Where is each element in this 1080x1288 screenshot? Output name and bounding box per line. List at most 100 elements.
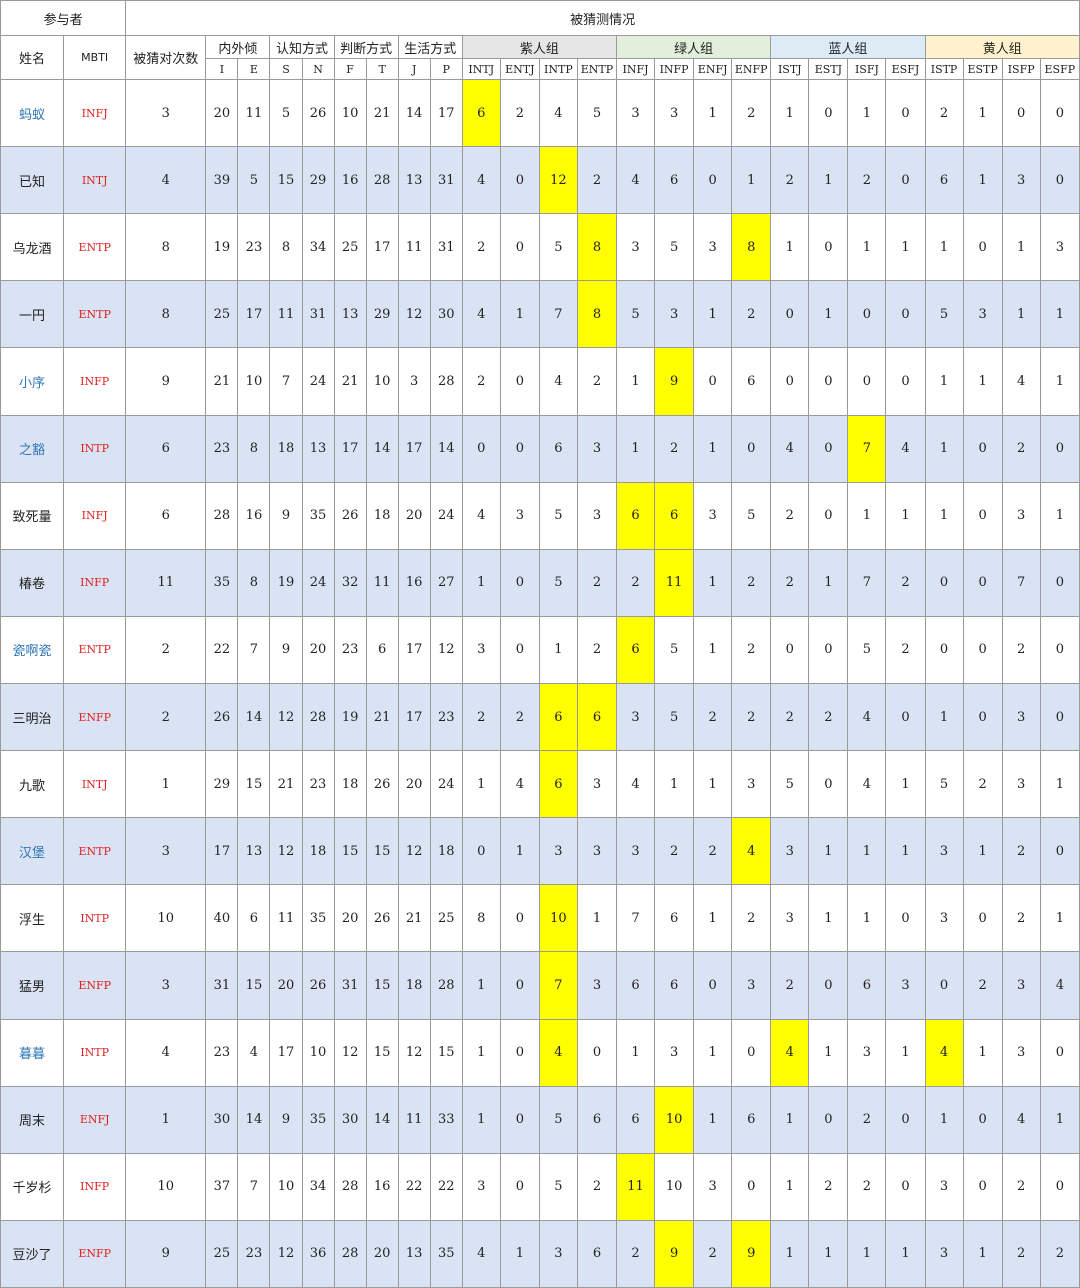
dimension-header: 生活方式 bbox=[397, 35, 463, 59]
dimension-count-cell: 18 bbox=[365, 481, 399, 550]
dimension-count-cell: 23 bbox=[237, 1219, 271, 1288]
type-count-cell: 3 bbox=[654, 280, 695, 349]
type-count-cell: 5 bbox=[654, 682, 695, 752]
type-count-cell: 2 bbox=[847, 1152, 887, 1221]
dimension-count-cell: 23 bbox=[205, 414, 239, 483]
dimension-count-cell: 17 bbox=[397, 414, 431, 483]
dimension-letter-header: I bbox=[205, 58, 239, 80]
dimension-count-cell: 12 bbox=[397, 280, 431, 349]
type-count-cell: 0 bbox=[808, 615, 849, 684]
participant-mbti: ENFP bbox=[63, 1219, 127, 1288]
type-count-cell: 1 bbox=[770, 213, 810, 282]
dimension-count-cell: 25 bbox=[205, 1219, 239, 1288]
type-count-cell: 3 bbox=[1001, 146, 1041, 215]
type-count-cell: 7 bbox=[1001, 548, 1041, 617]
participant-name: 千岁杉 bbox=[0, 1152, 65, 1221]
type-count-cell: 4 bbox=[615, 750, 656, 819]
type-count-cell: 3 bbox=[576, 481, 618, 550]
type-count-cell: 1 bbox=[499, 817, 540, 886]
type-count-cell: 0 bbox=[847, 280, 887, 349]
highlighted-type-count-cell: 6 bbox=[615, 615, 656, 684]
type-count-cell: 3 bbox=[770, 884, 810, 953]
type-count-cell: 1 bbox=[924, 347, 964, 416]
dimension-count-cell: 17 bbox=[333, 414, 367, 483]
highlighted-type-count-cell: 9 bbox=[731, 1219, 772, 1288]
dimension-count-cell: 30 bbox=[333, 1085, 367, 1154]
type-count-cell: 2 bbox=[576, 146, 618, 215]
participant-name: 豆沙了 bbox=[0, 1219, 65, 1288]
dimension-count-cell: 17 bbox=[397, 615, 431, 684]
type-count-cell: 3 bbox=[538, 817, 578, 886]
header-row-3: I E S N F T J P INTJ ENTJ INTP ENTP INFJ INFP ENFJ ENFP… bbox=[1, 58, 1080, 80]
participant-name: 之豁 bbox=[0, 414, 65, 483]
dimension-count-cell: 11 bbox=[237, 78, 271, 148]
type-count-cell: 1 bbox=[1039, 347, 1080, 416]
dimension-count-cell: 10 bbox=[333, 78, 367, 148]
dimension-count-cell: 15 bbox=[365, 951, 399, 1020]
table-row: 九歌 INTJ 1 29 15 21 23 18 26 20 24 1 4 6 3 4 1 1 3 5 0 4 1 5 2 3 1 bbox=[0, 750, 1080, 819]
type-count-cell: 1 bbox=[461, 548, 501, 617]
type-count-cell: 0 bbox=[1039, 414, 1080, 483]
type-count-cell: 4 bbox=[499, 750, 540, 819]
participant-name: 暮暮 bbox=[0, 1018, 65, 1087]
type-count-cell: 5 bbox=[654, 213, 695, 282]
dimension-count-cell: 18 bbox=[397, 951, 431, 1020]
participant-name: 九歌 bbox=[0, 750, 65, 819]
type-count-cell: 5 bbox=[538, 213, 578, 282]
dimension-count-cell: 25 bbox=[429, 884, 463, 953]
type-count-cell: 5 bbox=[538, 481, 578, 550]
dimension-count-cell: 13 bbox=[397, 146, 431, 215]
type-count-cell: 1 bbox=[808, 1018, 849, 1087]
dimension-count-cell: 17 bbox=[237, 280, 271, 349]
header-row-2: 姓名 MBTI 被猜对次数 内外倾 认知方式 判断方式 生活方式 紫人组 绿人组 蓝人组 黄人组 bbox=[0, 35, 1080, 80]
dimension-count-cell: 20 bbox=[301, 615, 335, 684]
type-count-cell: 1 bbox=[924, 481, 964, 550]
type-count-cell: 1 bbox=[962, 78, 1003, 148]
table-row: 豆沙了 ENFP 9 25 23 12 36 28 20 13 35 4 1 3 6 2 9 2 9 1 1 1 1 3 1 2 2 bbox=[0, 1219, 1080, 1288]
type-count-cell: 1 bbox=[962, 146, 1003, 215]
type-column-header: ISFP bbox=[1001, 58, 1041, 80]
type-count-cell: 2 bbox=[770, 682, 810, 752]
dimension-count-cell: 30 bbox=[205, 1085, 239, 1154]
participant-name: 瓷啊瓷 bbox=[0, 615, 65, 684]
type-count-cell: 0 bbox=[1039, 1018, 1080, 1087]
type-count-cell: 4 bbox=[461, 1219, 501, 1288]
participant-mbti: ENTP bbox=[63, 280, 127, 349]
participant-mbti: ENFP bbox=[63, 682, 127, 752]
type-count-cell: 2 bbox=[808, 1152, 849, 1221]
type-count-cell: 5 bbox=[576, 78, 618, 148]
dimension-letter-header: T bbox=[365, 58, 399, 80]
type-count-cell: 3 bbox=[924, 1219, 964, 1288]
type-column-header: INTP bbox=[538, 58, 578, 80]
type-count-cell: 6 bbox=[576, 1219, 618, 1288]
dimension-count-cell: 22 bbox=[397, 1152, 431, 1221]
type-column-header: ESTP bbox=[962, 58, 1003, 80]
dimension-count-cell: 13 bbox=[237, 817, 271, 886]
dimension-count-cell: 39 bbox=[205, 146, 239, 215]
dimension-count-cell: 21 bbox=[333, 347, 367, 416]
type-count-cell: 1 bbox=[885, 481, 926, 550]
type-count-cell: 0 bbox=[962, 548, 1003, 617]
type-count-cell: 6 bbox=[654, 951, 695, 1020]
type-count-cell: 0 bbox=[499, 146, 540, 215]
table-row: 致死量 INFJ 6 28 16 9 35 26 18 20 24 4 3 5 3 6 6 3 5 2 0 1 1 1 0 3 1 bbox=[0, 481, 1080, 550]
dimension-count-cell: 35 bbox=[301, 1085, 335, 1154]
dimension-count-cell: 29 bbox=[301, 146, 335, 215]
type-column-header: INFP bbox=[654, 58, 695, 80]
type-count-cell: 3 bbox=[499, 481, 540, 550]
dimension-count-cell: 23 bbox=[333, 615, 367, 684]
type-count-cell: 3 bbox=[461, 1152, 501, 1221]
type-count-cell: 1 bbox=[770, 1085, 810, 1154]
dimension-count-cell: 34 bbox=[301, 213, 335, 282]
type-count-cell: 3 bbox=[924, 1152, 964, 1221]
correct-count-cell: 3 bbox=[125, 817, 207, 886]
dimension-count-cell: 12 bbox=[269, 1219, 303, 1288]
highlighted-type-count-cell: 4 bbox=[538, 1018, 578, 1087]
type-count-cell: 1 bbox=[847, 213, 887, 282]
participant-mbti: INFP bbox=[63, 548, 127, 617]
type-count-cell: 5 bbox=[615, 280, 656, 349]
dimension-count-cell: 16 bbox=[397, 548, 431, 617]
participant-mbti: INTJ bbox=[63, 750, 127, 819]
type-count-cell: 0 bbox=[731, 414, 772, 483]
dimension-count-cell: 16 bbox=[365, 1152, 399, 1221]
